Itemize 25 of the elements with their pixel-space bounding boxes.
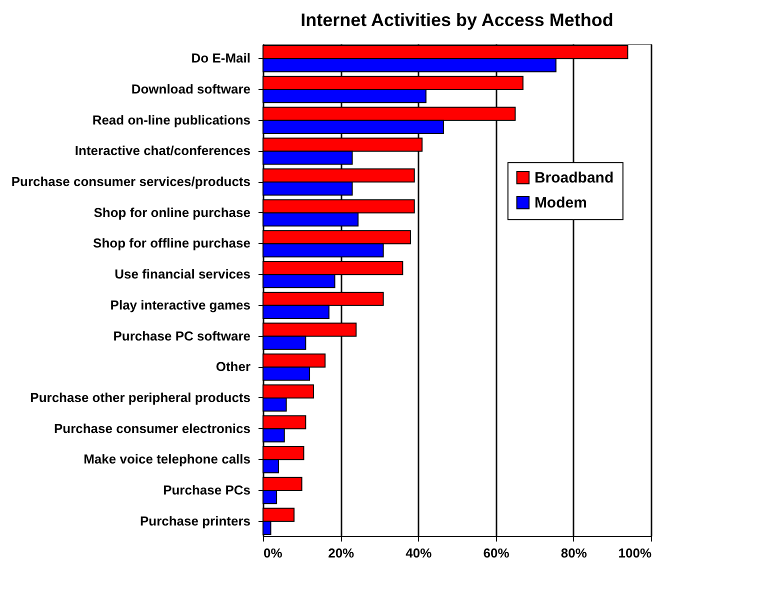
x-tick-label: 100% bbox=[618, 546, 652, 560]
x-tick-label: 80% bbox=[560, 546, 588, 560]
x-tick-label: 40% bbox=[406, 546, 432, 560]
y-tick-label: Do E-Mail bbox=[191, 50, 250, 66]
x-tick-label: 20% bbox=[328, 546, 355, 560]
y-tick-label: Purchase PCs bbox=[163, 482, 250, 498]
y-tick-label: Play interactive games bbox=[110, 297, 250, 312]
legend-label: Broadband bbox=[534, 170, 614, 187]
y-tick-label: Shop for online purchase bbox=[94, 204, 250, 220]
y-tick-label: Purchase consumer services/products bbox=[11, 174, 250, 190]
y-tick-label: Make voice telephone calls bbox=[84, 452, 250, 467]
y-tick-label: Purchase consumer electronics bbox=[54, 420, 250, 436]
x-tick-label: 60% bbox=[483, 546, 510, 560]
y-tick-label: Read on-line publications bbox=[92, 112, 250, 128]
y-tick-label: Purchase PC software bbox=[113, 328, 250, 344]
legend-label: Modem bbox=[534, 194, 587, 212]
y-tick-label: Purchase printers bbox=[140, 513, 250, 528]
y-tick-label: Interactive chat/conferences bbox=[74, 143, 250, 158]
x-tick-label: 0% bbox=[264, 546, 283, 560]
chart-title: Internet Activities by Access Method bbox=[300, 10, 614, 30]
y-tick-label: Download software bbox=[131, 82, 250, 96]
y-tick-label: Purchase other peripheral products bbox=[30, 390, 250, 405]
y-tick-label: Other bbox=[216, 359, 250, 374]
y-tick-label: Use financial services bbox=[114, 266, 250, 282]
y-tick-label: Shop for offline purchase bbox=[93, 236, 250, 251]
